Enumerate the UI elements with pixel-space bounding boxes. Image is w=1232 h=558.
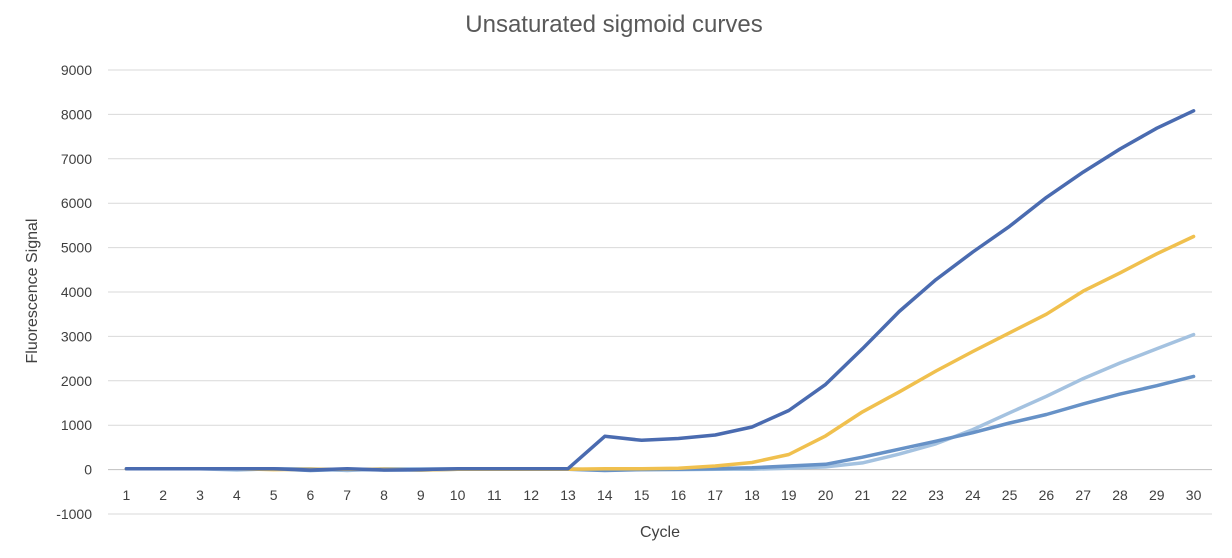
x-tick-label: 14 (597, 487, 613, 503)
x-tick-label: 10 (450, 487, 466, 503)
x-tick-label: 8 (380, 487, 388, 503)
series-line-1 (124, 332, 1196, 473)
x-tick-label: 7 (343, 487, 351, 503)
x-tick-label: 21 (855, 487, 871, 503)
x-tick-label: 5 (270, 487, 278, 503)
chart-title: Unsaturated sigmoid curves (465, 11, 762, 38)
x-tick-label: 18 (744, 487, 760, 503)
gridlines (108, 69, 1212, 515)
x-tick-label: 17 (707, 487, 723, 503)
y-tick-label: 4000 (61, 284, 92, 300)
x-tick-label: 13 (560, 487, 576, 503)
x-tick-label: 15 (634, 487, 650, 503)
y-tick-label: -1000 (56, 506, 92, 522)
x-tick-label: 25 (1002, 487, 1018, 503)
y-axis-title: Fluorescence Signal (24, 219, 41, 364)
series-line-4 (124, 109, 1196, 472)
x-axis-tick-labels: 1 2 3 4 5 6 7 8 9 10 11 12 13 14 15 16 17 18 19 20 21 22 23 24 2… (123, 487, 1202, 503)
y-tick-label: 3000 (61, 328, 92, 344)
y-tick-label: 9000 (61, 62, 92, 78)
x-tick-label: 24 (965, 487, 981, 503)
series-lines (124, 109, 1196, 473)
x-tick-label: 28 (1112, 487, 1128, 503)
series-line-2 (124, 374, 1196, 473)
y-axis-tick-labels: -1000 0 1000 2000 3000 4000 5000 6000 7000 8000 90… (56, 62, 92, 522)
x-tick-label: 2 (159, 487, 167, 503)
y-tick-label: 8000 (61, 106, 92, 122)
x-tick-label: 27 (1075, 487, 1091, 503)
x-tick-label: 19 (781, 487, 797, 503)
x-tick-label: 26 (1039, 487, 1055, 503)
x-axis-title: Cycle (640, 524, 680, 541)
x-tick-label: 16 (671, 487, 687, 503)
x-tick-label: 20 (818, 487, 834, 503)
y-tick-label: 7000 (61, 151, 92, 167)
y-tick-label: 0 (84, 462, 92, 478)
x-tick-label: 30 (1186, 487, 1202, 503)
y-tick-label: 1000 (61, 417, 92, 433)
x-tick-label: 11 (487, 487, 502, 503)
x-tick-label: 12 (523, 487, 539, 503)
y-tick-label: 5000 (61, 240, 92, 256)
x-tick-label: 6 (307, 487, 315, 503)
x-tick-label: 1 (123, 487, 131, 503)
x-tick-label: 9 (417, 487, 425, 503)
series-line-3 (124, 234, 1196, 472)
x-tick-label: 23 (928, 487, 944, 503)
x-tick-label: 29 (1149, 487, 1165, 503)
x-tick-label: 4 (233, 487, 241, 503)
y-tick-label: 2000 (61, 373, 92, 389)
x-tick-label: 3 (196, 487, 204, 503)
x-tick-label: 22 (891, 487, 907, 503)
y-tick-label: 6000 (61, 195, 92, 211)
